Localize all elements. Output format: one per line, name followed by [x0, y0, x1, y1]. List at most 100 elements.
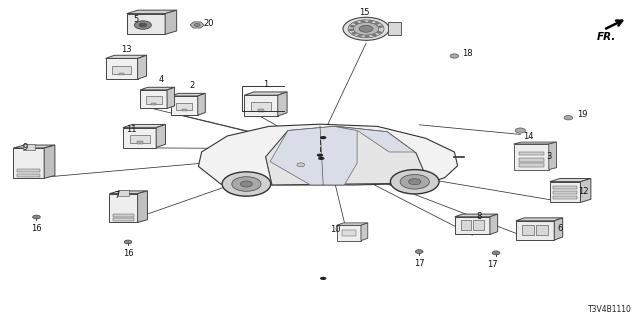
Circle shape: [357, 34, 362, 37]
Polygon shape: [550, 181, 580, 202]
Polygon shape: [127, 10, 177, 13]
Bar: [474, 220, 484, 230]
Text: 8: 8: [476, 212, 481, 221]
Circle shape: [368, 20, 373, 23]
Polygon shape: [109, 194, 138, 222]
Polygon shape: [106, 58, 138, 79]
Circle shape: [400, 174, 429, 189]
Text: T3V4B1110: T3V4B1110: [588, 305, 632, 314]
Bar: [136, 141, 143, 144]
Circle shape: [360, 20, 365, 23]
Bar: [129, 135, 150, 143]
Circle shape: [374, 22, 380, 25]
Polygon shape: [140, 87, 175, 90]
Circle shape: [492, 251, 500, 255]
Text: 2: 2: [189, 81, 195, 90]
Text: FR.: FR.: [597, 32, 616, 43]
Text: 17: 17: [414, 259, 424, 268]
Text: 13: 13: [122, 45, 132, 54]
Text: 1: 1: [263, 80, 268, 89]
Text: 20: 20: [204, 19, 214, 28]
Text: 3: 3: [547, 152, 552, 161]
Text: 7: 7: [115, 191, 120, 200]
Circle shape: [365, 35, 370, 37]
Polygon shape: [127, 13, 165, 34]
Polygon shape: [514, 142, 557, 144]
Bar: [519, 152, 543, 155]
Bar: [461, 220, 471, 230]
Circle shape: [124, 240, 132, 244]
Bar: [151, 102, 156, 105]
Polygon shape: [140, 90, 167, 108]
Polygon shape: [514, 144, 548, 170]
Circle shape: [320, 277, 326, 280]
Bar: [17, 174, 40, 177]
Circle shape: [134, 21, 151, 29]
Circle shape: [390, 170, 439, 194]
Circle shape: [359, 25, 373, 32]
Circle shape: [353, 22, 379, 35]
Circle shape: [515, 128, 525, 133]
Bar: [112, 66, 131, 74]
Bar: [113, 218, 134, 221]
Polygon shape: [106, 55, 147, 58]
Polygon shape: [123, 124, 166, 128]
Text: 9: 9: [23, 143, 28, 152]
Polygon shape: [244, 92, 287, 95]
Bar: [17, 169, 40, 172]
Polygon shape: [13, 148, 44, 179]
Text: 16: 16: [123, 249, 133, 258]
Text: 11: 11: [126, 125, 136, 134]
Circle shape: [450, 54, 459, 58]
Bar: [119, 73, 124, 75]
Text: 16: 16: [31, 224, 42, 233]
Bar: [554, 191, 577, 194]
Bar: [554, 196, 577, 199]
Polygon shape: [266, 126, 429, 185]
Polygon shape: [171, 93, 205, 96]
Circle shape: [241, 181, 253, 187]
Text: 18: 18: [462, 49, 472, 58]
Circle shape: [377, 31, 382, 34]
Circle shape: [222, 172, 271, 196]
Bar: [522, 225, 534, 235]
Polygon shape: [337, 223, 368, 225]
Polygon shape: [198, 93, 205, 115]
Bar: [388, 22, 401, 35]
Polygon shape: [337, 225, 361, 241]
Polygon shape: [171, 96, 198, 115]
Polygon shape: [165, 10, 177, 34]
Circle shape: [372, 34, 377, 36]
Polygon shape: [156, 124, 166, 148]
Circle shape: [349, 28, 354, 31]
Bar: [118, 190, 129, 196]
Bar: [519, 163, 543, 167]
Polygon shape: [455, 217, 490, 234]
Circle shape: [194, 23, 200, 27]
Circle shape: [318, 157, 324, 160]
Polygon shape: [109, 191, 147, 194]
Polygon shape: [13, 145, 55, 148]
Circle shape: [348, 20, 384, 38]
Circle shape: [564, 116, 573, 120]
Text: 6: 6: [557, 224, 563, 233]
Bar: [113, 214, 134, 217]
Bar: [22, 144, 35, 150]
Polygon shape: [336, 126, 415, 152]
Polygon shape: [278, 92, 287, 116]
Text: 15: 15: [360, 8, 370, 17]
Polygon shape: [270, 126, 357, 185]
Circle shape: [349, 25, 355, 28]
Text: 12: 12: [579, 188, 589, 196]
Text: 5: 5: [133, 15, 138, 24]
Text: 19: 19: [577, 110, 588, 119]
Polygon shape: [44, 145, 55, 179]
Polygon shape: [190, 22, 204, 28]
Bar: [145, 96, 162, 104]
Circle shape: [409, 179, 421, 185]
Polygon shape: [123, 128, 156, 148]
Polygon shape: [198, 124, 458, 185]
Polygon shape: [550, 179, 591, 181]
Bar: [554, 186, 577, 189]
Polygon shape: [361, 223, 368, 241]
